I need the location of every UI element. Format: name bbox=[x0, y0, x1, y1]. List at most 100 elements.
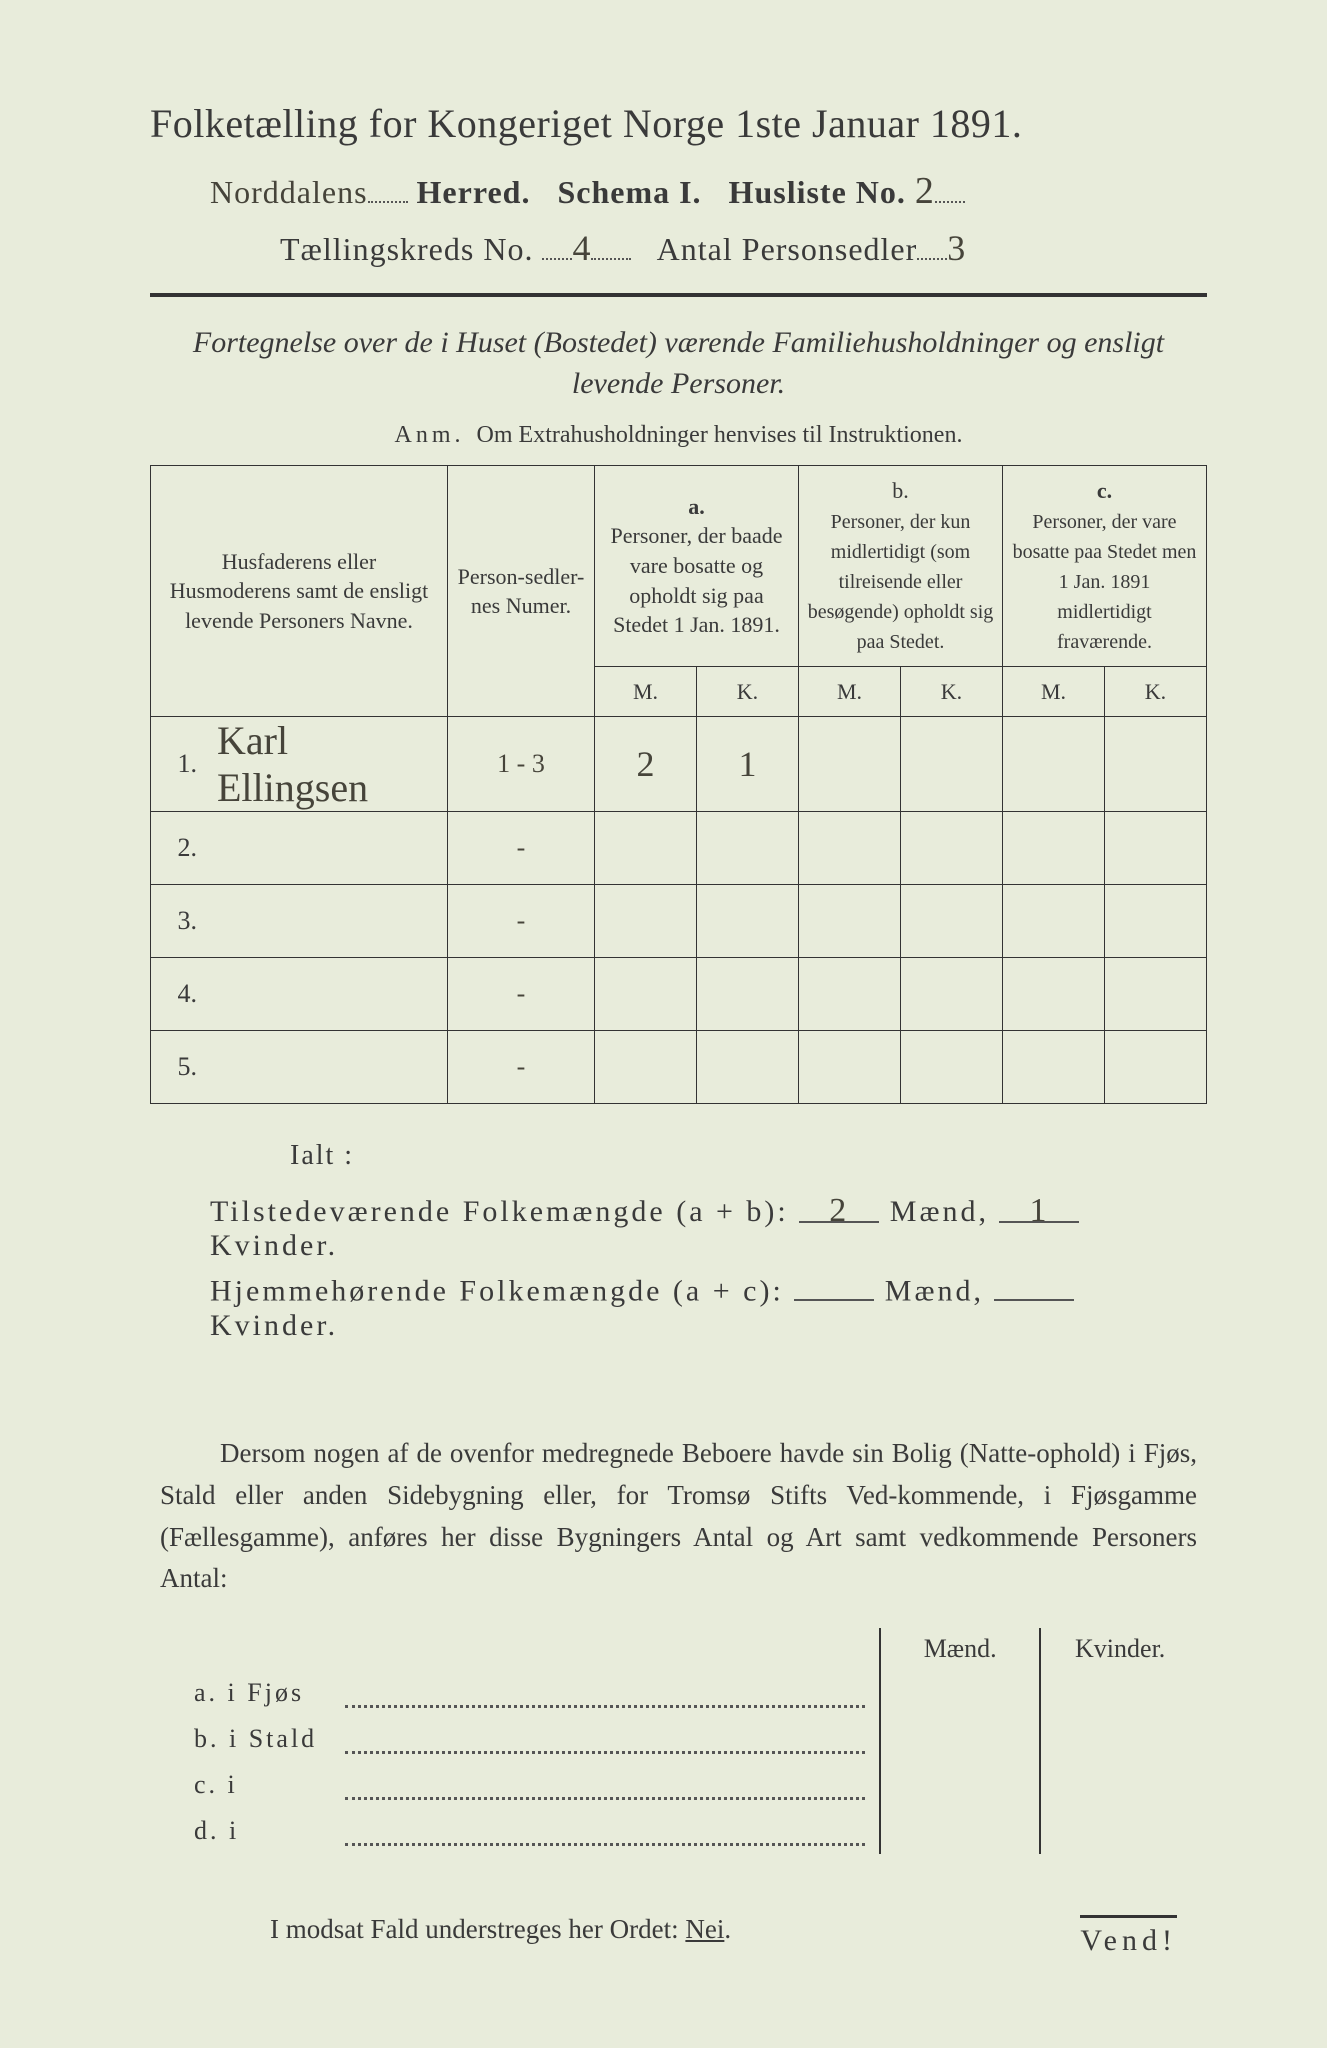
num-cell: - bbox=[448, 1031, 595, 1104]
ak-cell: 1 bbox=[697, 717, 799, 812]
th-names: Husfaderens eller Husmoderens samt de en… bbox=[151, 466, 448, 717]
bldg-k-cell bbox=[1040, 1670, 1199, 1716]
th-a-tag: a. bbox=[688, 494, 705, 519]
header-line-3: Tællingskreds No. 4 Antal Personsedler3 bbox=[280, 227, 1207, 269]
bm-cell bbox=[799, 812, 901, 885]
bldg-m-cell bbox=[880, 1716, 1040, 1762]
ak-cell bbox=[697, 1031, 799, 1104]
bldg-label: b. i Stald bbox=[180, 1716, 331, 1762]
kreds-label: Tællingskreds No. bbox=[280, 231, 533, 267]
bldg-dots bbox=[331, 1670, 880, 1716]
bm-cell bbox=[799, 1031, 901, 1104]
bk-cell bbox=[901, 812, 1003, 885]
table-row: 4. - bbox=[151, 958, 1207, 1031]
sum1-label: Tilstedeværende Folkemængde (a + b): bbox=[210, 1195, 789, 1228]
bldg-k-cell bbox=[1040, 1808, 1199, 1854]
ck-cell bbox=[1105, 717, 1207, 812]
bldg-row: d. i bbox=[180, 1808, 1199, 1854]
ialt-label: Ialt : bbox=[290, 1140, 1207, 1172]
cm-cell bbox=[1003, 885, 1105, 958]
bldg-m-cell bbox=[880, 1808, 1040, 1854]
bldg-m-cell bbox=[880, 1762, 1040, 1808]
name-cell bbox=[207, 958, 448, 1031]
name-cell bbox=[207, 885, 448, 958]
dotfill bbox=[542, 229, 572, 260]
subheading: Fortegnelse over de i Huset (Bostedet) v… bbox=[180, 323, 1177, 404]
table-row: 5. - bbox=[151, 1031, 1207, 1104]
num-cell: - bbox=[448, 885, 595, 958]
husliste-handwritten: 2 bbox=[915, 170, 935, 212]
th-ak: K. bbox=[697, 666, 799, 717]
th-names-text: Husfaderens eller Husmoderens samt de en… bbox=[170, 549, 428, 633]
bldg-k-cell bbox=[1040, 1716, 1199, 1762]
dotfill bbox=[935, 172, 965, 203]
dotfill bbox=[591, 229, 631, 260]
table-row: 1.Karl Ellingsen1 - 321 bbox=[151, 717, 1207, 812]
sum1-maend: Mænd, bbox=[890, 1195, 989, 1228]
th-b-text: Personer, der kun midlertidigt (som tilr… bbox=[808, 511, 994, 653]
bldg-kvinder: Kvinder. bbox=[1040, 1628, 1199, 1670]
nei-line: I modsat Fald understreges her Ordet: Ne… bbox=[270, 1914, 1207, 1945]
herred-handwritten: Norddalens bbox=[210, 174, 368, 210]
bk-cell bbox=[901, 958, 1003, 1031]
name-cell bbox=[207, 812, 448, 885]
bldg-row: c. i bbox=[180, 1762, 1199, 1808]
nei-text: I modsat Fald understreges her Ordet: bbox=[270, 1914, 685, 1944]
sum2-maend: Mænd, bbox=[885, 1275, 984, 1308]
bldg-row: b. i Stald bbox=[180, 1716, 1199, 1762]
am-cell bbox=[595, 958, 697, 1031]
ak-cell bbox=[697, 958, 799, 1031]
ck-cell bbox=[1105, 1031, 1207, 1104]
bm-cell bbox=[799, 958, 901, 1031]
am-cell bbox=[595, 1031, 697, 1104]
bldg-maend: Mænd. bbox=[880, 1628, 1040, 1670]
th-b: b. Personer, der kun midlertidigt (som t… bbox=[799, 466, 1003, 667]
bldg-dots bbox=[331, 1808, 880, 1854]
bldg-row: a. i Fjøs bbox=[180, 1670, 1199, 1716]
sum-resident: Hjemmehørende Folkemængde (a + c): Mænd,… bbox=[210, 1273, 1207, 1343]
cm-cell bbox=[1003, 717, 1105, 812]
dotfill bbox=[368, 172, 408, 203]
antal-handwritten: 3 bbox=[947, 228, 966, 268]
building-paragraph: Dersom nogen af de ovenfor medregnede Be… bbox=[160, 1433, 1197, 1600]
row-number: 4. bbox=[151, 958, 208, 1031]
table-row: 2.- bbox=[151, 812, 1207, 885]
row-number: 5. bbox=[151, 1031, 208, 1104]
bldg-dots bbox=[331, 1762, 880, 1808]
am-cell: 2 bbox=[595, 717, 697, 812]
vend-label: Vend! bbox=[1080, 1915, 1177, 1958]
bldg-label: c. i bbox=[180, 1762, 331, 1808]
herred-label: Herred. bbox=[417, 174, 531, 210]
sum2-kvinder: Kvinder. bbox=[210, 1309, 338, 1342]
dotfill bbox=[917, 229, 947, 260]
anm-text: Om Extrahusholdninger henvises til Instr… bbox=[477, 422, 963, 448]
bk-cell bbox=[901, 885, 1003, 958]
anm-label: Anm. bbox=[395, 422, 465, 448]
sum2-label: Hjemmehørende Folkemængde (a + c): bbox=[210, 1275, 784, 1308]
cm-cell bbox=[1003, 812, 1105, 885]
sum1-m: 2 bbox=[799, 1192, 879, 1223]
th-ck: K. bbox=[1105, 666, 1207, 717]
bk-cell bbox=[901, 1031, 1003, 1104]
bm-cell bbox=[799, 885, 901, 958]
para-text: Dersom nogen af de ovenfor medregnede Be… bbox=[160, 1438, 1197, 1594]
census-table: Husfaderens eller Husmoderens samt de en… bbox=[150, 465, 1207, 1104]
nei-word: Nei bbox=[685, 1914, 724, 1944]
ak-cell bbox=[697, 885, 799, 958]
cm-cell bbox=[1003, 1031, 1105, 1104]
bldg-label: d. i bbox=[180, 1808, 331, 1854]
sum1-kvinder: Kvinder. bbox=[210, 1229, 338, 1262]
num-cell: - bbox=[448, 958, 595, 1031]
page-title: Folketælling for Kongeriget Norge 1ste J… bbox=[150, 100, 1207, 147]
th-bk: K. bbox=[901, 666, 1003, 717]
anm-note: Anm. Om Extrahusholdninger henvises til … bbox=[150, 422, 1207, 449]
name-cell: Karl Ellingsen bbox=[207, 717, 448, 812]
th-c-tag: c. bbox=[1097, 478, 1112, 503]
num-cell: 1 - 3 bbox=[448, 717, 595, 812]
schema-label: Schema I. bbox=[557, 174, 701, 210]
ck-cell bbox=[1105, 885, 1207, 958]
row-number: 3. bbox=[151, 885, 208, 958]
th-cm: M. bbox=[1003, 666, 1105, 717]
bm-cell bbox=[799, 717, 901, 812]
th-a-text: Personer, der baade vare bosatte og opho… bbox=[611, 523, 783, 637]
